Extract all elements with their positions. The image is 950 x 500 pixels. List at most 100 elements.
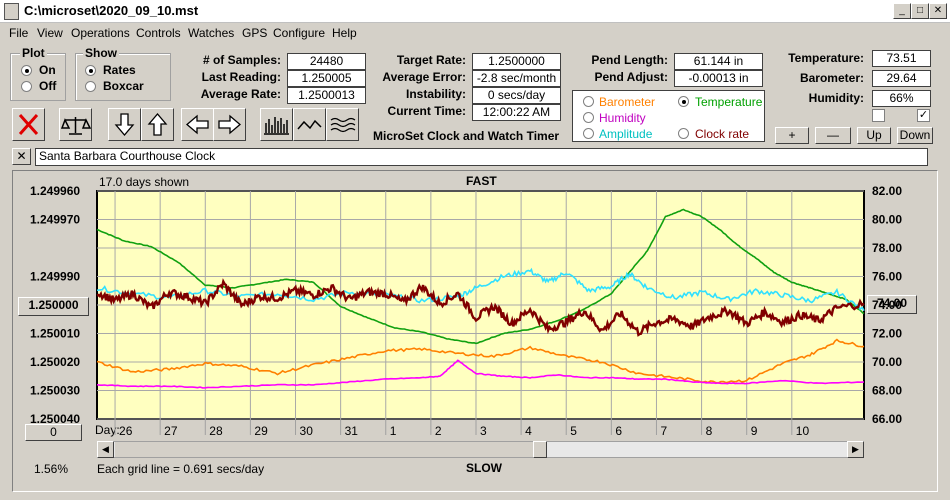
scroll-right-button[interactable]: ▶: [847, 441, 864, 458]
menu-view[interactable]: View: [37, 26, 63, 40]
x-tick-label: 1: [390, 424, 397, 438]
plot-off-radio[interactable]: [21, 81, 32, 92]
left-checkbox[interactable]: [872, 109, 885, 122]
down-button[interactable]: Down: [897, 127, 933, 144]
clock-name-input[interactable]: Santa Barbara Courthouse Clock: [35, 148, 928, 166]
multi-wave-button[interactable]: [326, 108, 359, 141]
bar-view-button[interactable]: [260, 108, 293, 141]
menu-operations[interactable]: Operations: [71, 26, 130, 40]
sensor-humidity-radio[interactable]: [583, 112, 594, 123]
show-boxcar-label: Boxcar: [103, 79, 144, 93]
y-right-tick: 70.00: [872, 355, 902, 369]
wave-icon: [297, 119, 322, 130]
zero-button[interactable]: 0: [25, 424, 82, 441]
y-left-tick: 1.249960: [30, 184, 80, 198]
pend-adjust-field: -0.00013 in: [674, 70, 763, 87]
menu-file[interactable]: File: [9, 26, 29, 40]
down-arrow-button[interactable]: [108, 108, 141, 141]
y-right-tick: 76.00: [872, 270, 902, 284]
current-time-field: 12:00:22 AM: [472, 104, 561, 121]
balance-button[interactable]: [59, 108, 92, 141]
y-left-tick: 1.250020: [30, 355, 80, 369]
scroll-thumb[interactable]: [533, 441, 547, 458]
right-arrow-button[interactable]: [213, 108, 246, 141]
y-left-tick: 1.249970: [30, 213, 80, 227]
menu-configure[interactable]: Configure: [273, 26, 326, 40]
samples-field: 24480: [287, 53, 366, 70]
window-title: C:\microset\2020_09_10.mst: [24, 3, 199, 18]
fast-label: FAST: [466, 174, 497, 188]
y-right-tick: 68.00: [872, 384, 902, 398]
plus-button[interactable]: +: [775, 127, 809, 144]
days-shown-label: 17.0 days shown: [99, 175, 190, 189]
plot-on-radio[interactable]: [21, 65, 32, 76]
sensor-temperature-radio[interactable]: [678, 96, 689, 107]
menu-bar: File View Operations Controls Watches GP…: [0, 22, 950, 42]
current-time-label: Current Time:: [387, 104, 466, 118]
average-rate-label: Average Rate:: [200, 87, 281, 101]
maximize-button[interactable]: □: [911, 3, 929, 19]
y-right-tick: 72.00: [872, 327, 902, 341]
menu-controls[interactable]: Controls: [136, 26, 181, 40]
chart-container: [12, 170, 938, 492]
y-left-tick: 1.250030: [30, 384, 80, 398]
sensor-barometer-radio[interactable]: [583, 96, 594, 107]
clock-clear-button[interactable]: ✕: [12, 148, 31, 165]
sensor-clock-rate-radio[interactable]: [678, 128, 689, 139]
average-rate-field: 1.2500013: [287, 87, 366, 104]
barometer-label: Barometer:: [799, 71, 864, 85]
instability-field: 0 secs/day: [472, 87, 561, 104]
show-group: [75, 53, 171, 101]
plot-on-label: On: [39, 63, 56, 77]
x-tick-label: 9: [751, 424, 758, 438]
close-button[interactable]: ✕: [929, 3, 947, 19]
bar-chart-icon: [264, 117, 289, 135]
left-scale-button[interactable]: 1.250000: [18, 297, 89, 316]
last-reading-field: 1.250005: [287, 70, 366, 87]
series-clock-rate: [96, 278, 865, 337]
pend-length-field: 61.144 in: [674, 53, 763, 70]
minimize-button[interactable]: _: [893, 3, 911, 19]
y-right-tick: 66.00: [872, 412, 902, 426]
slow-label: SLOW: [466, 461, 502, 475]
target-rate-field: 1.2500000: [472, 53, 561, 70]
sensor-amplitude-radio[interactable]: [583, 128, 594, 139]
x-tick-label: 4: [525, 424, 532, 438]
scroll-left-button[interactable]: ◀: [97, 441, 114, 458]
humidity-field: 66%: [872, 90, 931, 107]
menu-help[interactable]: Help: [332, 26, 357, 40]
up-arrow-button[interactable]: [141, 108, 174, 141]
temperature-field: 73.51: [872, 50, 931, 67]
pend-length-label: Pend Length:: [591, 53, 668, 67]
arrow-up-icon: [147, 112, 168, 136]
y-right-tick: 74.00: [872, 298, 902, 312]
app-icon: [4, 3, 19, 20]
wave-view-button[interactable]: [293, 108, 326, 141]
y-right-tick: 78.00: [872, 241, 902, 255]
sensor-barometer-label: Barometer: [599, 95, 656, 109]
pend-adjust-label: Pend Adjust:: [594, 70, 668, 84]
humidity-label: Humidity:: [808, 91, 864, 105]
x-tick-label: 2: [435, 424, 442, 438]
arrow-down-icon: [114, 113, 135, 137]
average-error-label: Average Error:: [382, 70, 466, 84]
right-checkbox[interactable]: ✓: [917, 109, 930, 122]
sensor-clock-rate-label: Clock rate: [695, 127, 750, 141]
right-scale-button[interactable]: 74.00: [867, 295, 917, 314]
x-tick-label: 8: [706, 424, 713, 438]
show-boxcar-radio[interactable]: [85, 81, 96, 92]
show-rates-radio[interactable]: [85, 65, 96, 76]
up-button[interactable]: Up: [857, 127, 891, 144]
percent-label: 1.56%: [34, 462, 69, 476]
show-rates-label: Rates: [103, 63, 136, 77]
menu-gps[interactable]: GPS: [242, 26, 268, 40]
minus-button[interactable]: —: [815, 127, 851, 144]
clear-button[interactable]: [12, 108, 45, 141]
menu-watches[interactable]: Watches: [188, 26, 235, 40]
y-right-tick: 82.00: [872, 184, 902, 198]
instability-label: Instability:: [405, 87, 466, 101]
average-error-field: -2.8 sec/month: [472, 70, 561, 87]
temperature-label: Temperature:: [788, 51, 864, 65]
scroll-track-filled: [115, 442, 533, 457]
